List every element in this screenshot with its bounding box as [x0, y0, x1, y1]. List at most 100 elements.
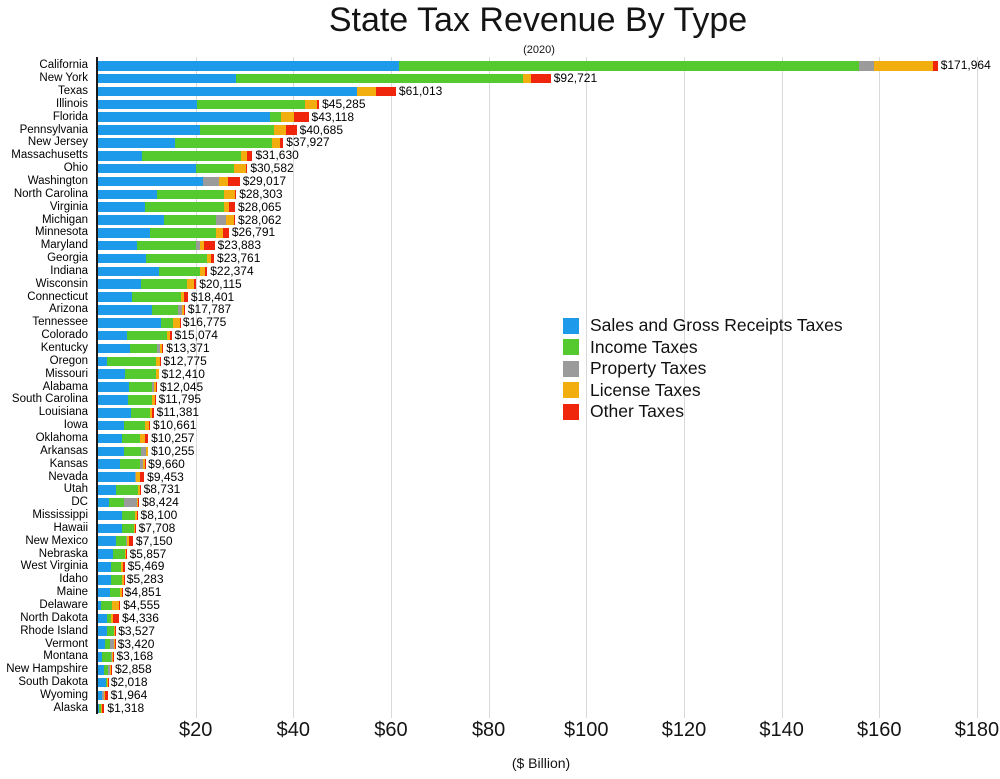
bar-value-label: $16,775	[182, 315, 227, 330]
bar-segment	[223, 189, 236, 200]
bar-segment	[122, 575, 124, 585]
bar-segment	[178, 305, 182, 315]
legend-item: License Taxes	[563, 380, 843, 402]
bar-row	[98, 176, 240, 187]
bar-value-label: $7,708	[138, 520, 176, 535]
x-tick-label: $20	[178, 719, 213, 741]
state-label: Louisiana	[38, 406, 88, 419]
x-tick-label: $140	[759, 719, 804, 741]
bar-row	[98, 433, 149, 444]
bar-segment	[101, 600, 113, 611]
bar-segment	[150, 407, 153, 418]
bar-segment	[98, 330, 127, 341]
legend-swatch-icon	[563, 382, 579, 399]
bar-segment	[233, 215, 235, 225]
bar-segment	[98, 150, 142, 161]
bar-segment	[196, 240, 201, 251]
bar-row	[98, 485, 141, 495]
bar-segment	[152, 305, 179, 315]
bar-row	[98, 215, 235, 225]
bar-row	[98, 459, 146, 469]
bar-value-label: $11,381	[156, 405, 200, 420]
bar-segment	[98, 343, 130, 354]
bar-value-label: $23,883	[217, 238, 261, 253]
bar-segment	[184, 292, 188, 302]
state-label: Maryland	[40, 239, 88, 252]
bar-segment	[140, 472, 145, 482]
bar-value-label: $2,858	[114, 662, 152, 677]
bar-value-label: $12,045	[159, 379, 204, 394]
bar-segment	[145, 420, 150, 431]
state-label: Maine	[56, 586, 88, 599]
bar-segment	[112, 600, 120, 611]
bar-segment	[98, 228, 151, 238]
gridline-60	[390, 57, 392, 718]
legend-swatch-icon	[563, 339, 579, 356]
bar-row	[98, 703, 105, 714]
bar-segment	[120, 459, 140, 469]
bar-segment	[113, 639, 115, 649]
state-label: Mississippi	[32, 509, 88, 522]
bar-segment	[100, 703, 102, 714]
bar-row	[98, 163, 248, 174]
bar-segment	[110, 575, 123, 585]
bar-segment	[376, 86, 396, 97]
legend-label: Sales and Gross Receipts Taxes	[590, 315, 843, 336]
bar-segment	[357, 86, 377, 97]
bar-segment	[98, 73, 236, 84]
state-label: DC	[71, 496, 88, 509]
bar-segment	[98, 138, 176, 148]
state-label: Arizona	[49, 303, 88, 316]
bar-segment	[155, 356, 160, 367]
bar-segment	[103, 690, 105, 701]
gridline-80	[488, 57, 490, 718]
state-label: New Jersey	[27, 136, 88, 149]
legend-label: Income Taxes	[590, 336, 698, 357]
bar-segment	[133, 523, 136, 534]
gridline-20	[195, 57, 197, 718]
bar-segment	[156, 343, 160, 354]
bar-segment	[106, 677, 108, 688]
bar-segment	[197, 99, 305, 110]
bar-segment	[107, 664, 110, 675]
state-label: Ohio	[63, 162, 88, 175]
bar-row	[98, 343, 164, 354]
bar-segment	[127, 395, 152, 405]
bar-segment	[129, 343, 157, 354]
bar-row	[98, 138, 284, 148]
bar-segment	[112, 549, 126, 559]
state-label: Wisconsin	[35, 277, 88, 290]
bar-row	[98, 189, 237, 200]
legend-item: Property Taxes	[563, 358, 843, 380]
state-label: Georgia	[47, 252, 88, 265]
bar-segment	[226, 215, 234, 225]
bar-row	[98, 587, 122, 598]
bar-value-label: $40,685	[299, 122, 344, 137]
bar-value-label: $28,062	[238, 212, 282, 227]
legend-swatch-icon	[563, 360, 579, 377]
state-label: Missouri	[45, 367, 88, 380]
bar-segment	[98, 112, 271, 122]
bar-segment	[98, 549, 113, 559]
bar-segment	[149, 420, 151, 431]
bar-segment	[121, 433, 141, 444]
state-label: Virginia	[49, 200, 88, 213]
bar-segment	[135, 472, 141, 482]
bar-segment	[204, 266, 208, 277]
bar-row	[98, 150, 253, 161]
bar-row	[98, 639, 115, 649]
legend-label: Property Taxes	[590, 358, 707, 379]
state-label: Alaska	[53, 701, 88, 714]
bar-segment	[200, 266, 205, 277]
bar-segment	[111, 664, 112, 675]
bar-row	[98, 536, 133, 547]
bar-segment	[98, 472, 135, 482]
bar-value-label: $2,018	[110, 675, 148, 690]
bar-segment	[137, 485, 140, 495]
bar-segment	[115, 536, 127, 547]
state-label: Illinois	[56, 97, 88, 110]
state-label: Massachusetts	[11, 149, 88, 162]
gridline-100	[586, 57, 588, 718]
state-label: Montana	[43, 650, 88, 663]
bar-segment	[161, 318, 173, 328]
